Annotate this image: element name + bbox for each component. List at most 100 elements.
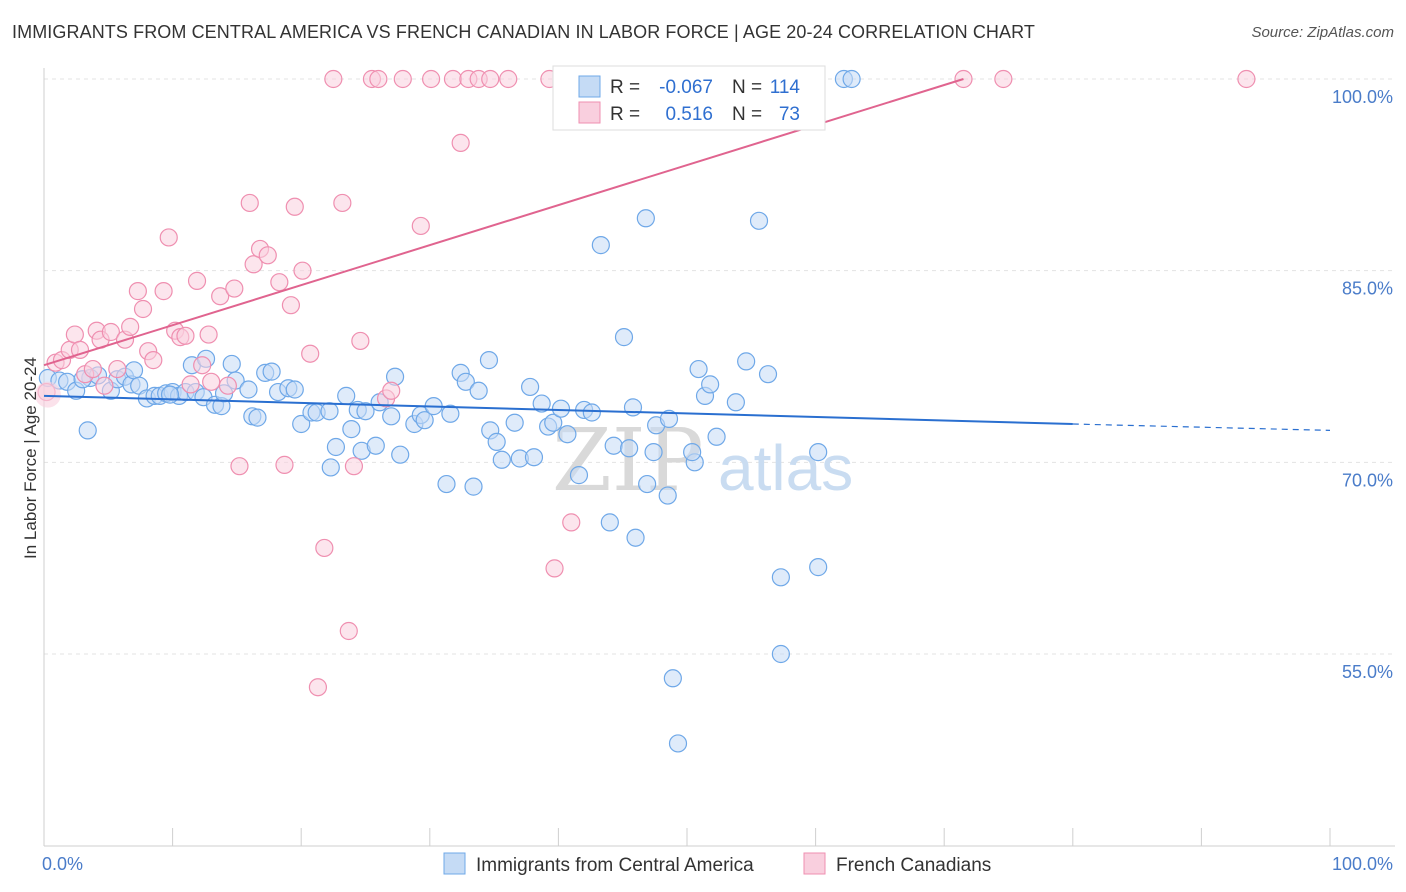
- trend-line-central-america-extension: [1072, 423, 1331, 431]
- legend-swatch-blue: [578, 75, 601, 98]
- data-point: [809, 558, 828, 577]
- correlation-legend: R = -0.067 N = 114 R = 0.516 N = 73: [552, 65, 826, 131]
- legend-r-label-1: R =: [610, 77, 640, 98]
- data-point: [301, 344, 320, 363]
- data-point: [262, 362, 281, 381]
- data-point: [659, 409, 679, 428]
- data-point: [456, 372, 475, 391]
- data-point: [78, 421, 97, 440]
- data-point: [842, 69, 861, 89]
- y-axis-label: In Labor Force | Age 20-24: [21, 357, 40, 559]
- watermark-zip: ZIP: [552, 411, 704, 511]
- data-point: [771, 568, 790, 587]
- data-point: [230, 457, 249, 476]
- data-point: [193, 356, 212, 375]
- data-point: [626, 528, 645, 547]
- data-point: [176, 326, 195, 345]
- data-point: [144, 351, 163, 370]
- data-point: [638, 474, 657, 494]
- data-point: [281, 296, 301, 315]
- data-point: [326, 437, 346, 457]
- bottom-legend-swatch-pink: [803, 852, 826, 875]
- data-point: [124, 361, 144, 380]
- data-point: [101, 322, 120, 342]
- data-point: [199, 325, 218, 344]
- series-french-canadians-points: [34, 69, 1256, 697]
- data-point: [382, 407, 401, 426]
- data-point: [582, 403, 601, 422]
- data-point: [83, 359, 102, 379]
- data-point: [809, 443, 828, 462]
- bottom-legend-swatch-blue: [443, 852, 466, 875]
- data-point: [320, 402, 339, 421]
- data-point: [707, 427, 726, 446]
- data-point: [154, 282, 173, 301]
- data-point: [366, 436, 385, 455]
- y-tick-label: 70.0%: [1342, 470, 1393, 490]
- data-point: [293, 261, 312, 280]
- data-point: [65, 325, 84, 344]
- data-point: [524, 448, 544, 467]
- data-point: [70, 340, 90, 359]
- y-tick-label: 55.0%: [1342, 662, 1393, 682]
- data-point: [285, 197, 304, 216]
- data-point: [211, 287, 230, 306]
- y-tick-labels: 55.0% 70.0% 85.0% 100.0%: [1332, 87, 1393, 682]
- data-point: [351, 331, 370, 351]
- chart-source: Source: ZipAtlas.com: [1251, 24, 1394, 41]
- data-point: [321, 458, 340, 477]
- data-point: [545, 559, 564, 578]
- data-point: [668, 734, 688, 753]
- data-point: [492, 450, 511, 469]
- y-tick-label: 85.0%: [1342, 279, 1393, 299]
- data-point: [225, 279, 244, 298]
- data-point: [737, 352, 756, 371]
- bottom-legend-label-blue: Immigrants from Central America: [476, 855, 754, 876]
- data-point: [239, 380, 258, 399]
- data-point: [337, 386, 356, 405]
- gridlines: [44, 78, 1395, 655]
- data-point: [437, 474, 456, 494]
- data-point: [415, 411, 434, 430]
- data-point: [726, 393, 745, 412]
- data-point: [128, 282, 147, 301]
- chart-title: IMMIGRANTS FROM CENTRAL AMERICA VS FRENC…: [12, 22, 1036, 42]
- legend-r-value-1: -0.067: [659, 77, 713, 98]
- data-point: [202, 372, 221, 391]
- data-point: [391, 445, 410, 464]
- data-point: [218, 376, 237, 395]
- data-point: [315, 538, 334, 558]
- data-point: [344, 457, 364, 476]
- data-point: [356, 402, 375, 421]
- data-point: [441, 404, 460, 423]
- legend-n-value-2: 73: [779, 104, 800, 125]
- x-tick-label: 0.0%: [42, 854, 83, 874]
- data-point: [558, 425, 577, 444]
- data-point: [689, 359, 708, 379]
- data-point: [569, 466, 589, 485]
- data-point: [275, 455, 294, 474]
- data-point: [683, 443, 702, 462]
- data-point: [443, 69, 463, 89]
- data-point: [411, 216, 430, 236]
- x-tick-labels: 0.0% 100.0%: [42, 854, 1393, 874]
- data-point: [532, 394, 551, 413]
- data-point: [636, 209, 655, 228]
- data-point: [464, 477, 483, 496]
- data-point: [623, 398, 643, 417]
- data-point: [382, 381, 401, 400]
- x-tick-label: 100.0%: [1332, 854, 1393, 874]
- data-point: [620, 439, 639, 458]
- series-legend: Immigrants from Central America French C…: [443, 852, 991, 876]
- data-point: [499, 69, 518, 89]
- data-point: [133, 299, 153, 319]
- data-point: [749, 211, 769, 230]
- data-point: [333, 193, 352, 213]
- data-point: [393, 69, 412, 89]
- data-point: [181, 375, 200, 394]
- data-point: [95, 376, 114, 395]
- data-point: [342, 420, 361, 439]
- data-point: [487, 432, 506, 451]
- data-point: [701, 375, 720, 394]
